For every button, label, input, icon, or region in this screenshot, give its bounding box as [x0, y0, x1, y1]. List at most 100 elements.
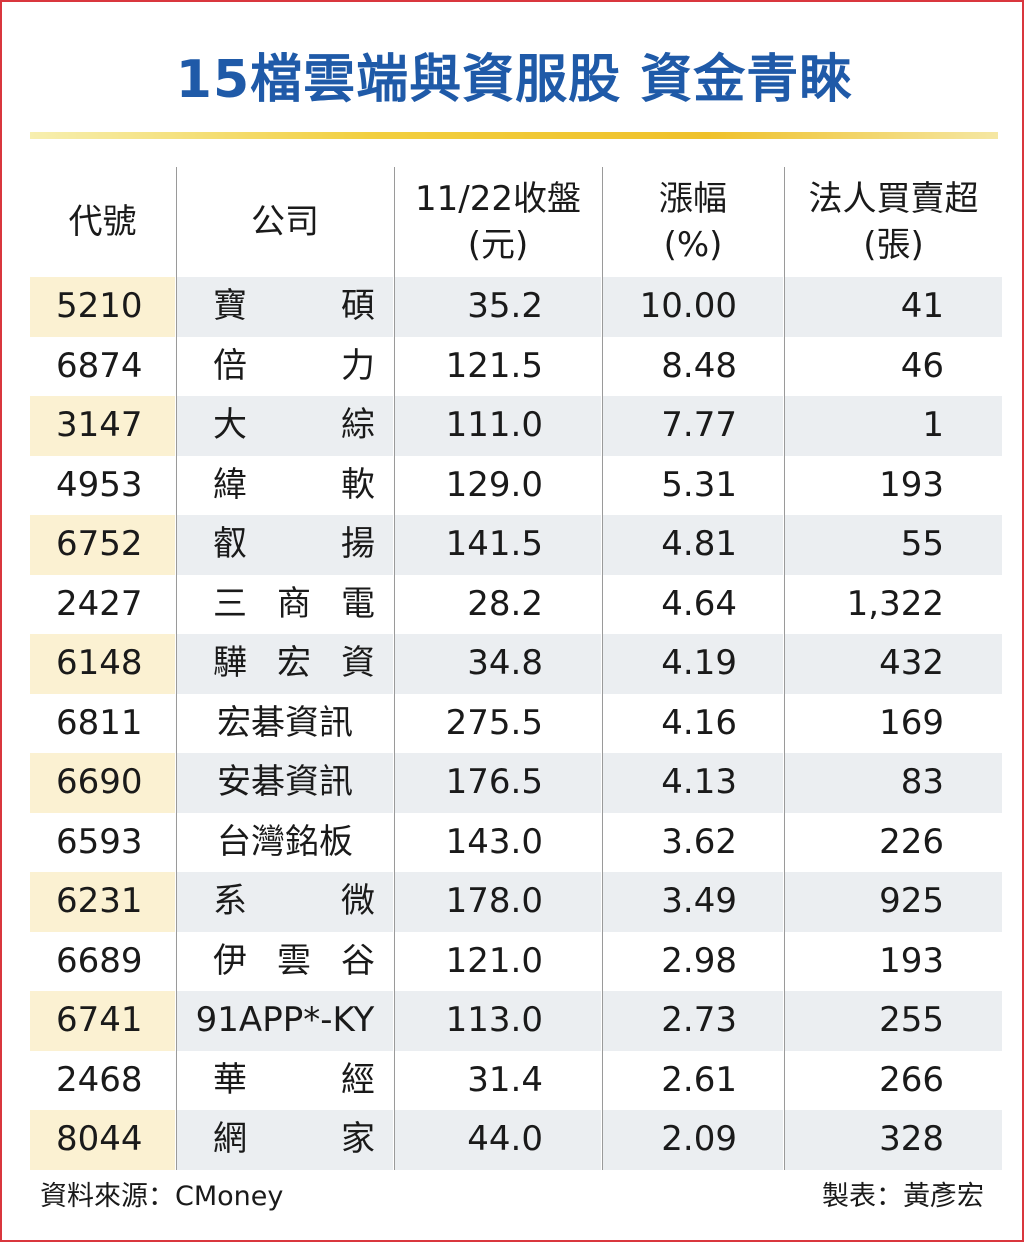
- company-name: 91APP*-KY: [177, 991, 393, 1051]
- close-price: 34.8: [395, 634, 601, 694]
- company-name-char: 大: [213, 405, 247, 445]
- page-title: 15檔雲端與資服股 資金青睞: [175, 50, 853, 110]
- close-price: 275.5: [445, 702, 543, 743]
- table-row: 5210 寶碩 35.2 10.00 41: [30, 277, 1002, 337]
- change-percent: 2.98: [661, 940, 737, 981]
- company-name-char: 雲: [277, 940, 311, 981]
- column-divider: [602, 167, 603, 1170]
- company-name-char: 91APP*-KY: [195, 1000, 375, 1040]
- close-price: 44.0: [395, 1110, 601, 1170]
- table-row: 2468 華經 31.4 2.61 266: [30, 1051, 1002, 1111]
- header-company: 公司: [177, 167, 393, 277]
- table-row: 6593 台灣銘板 143.0 3.62 226: [30, 813, 1002, 873]
- table-row: 6148 驊宏資 34.8 4.19 432: [30, 634, 1002, 694]
- close-price: 113.0: [395, 991, 601, 1051]
- company-name: 倍力: [177, 337, 393, 397]
- company-name-char: 商: [277, 583, 311, 624]
- header-institutional-unit: (張): [863, 225, 924, 265]
- company-name-char: 三: [213, 583, 247, 624]
- company-name: 緯軟: [177, 456, 393, 516]
- company-name-char: 驊: [213, 643, 247, 683]
- institutional-net: 193: [879, 464, 944, 505]
- company-name-char: 緯: [213, 464, 247, 505]
- stock-code: 3147: [30, 396, 175, 456]
- table-row: 3147 大綜 111.0 7.77 1: [30, 396, 1002, 456]
- institutional-net: 41: [785, 277, 1002, 337]
- header-code: 代號: [30, 167, 175, 277]
- institutional-net: 1: [785, 396, 1002, 456]
- company-name: 驊宏資: [177, 634, 393, 694]
- column-divider: [176, 167, 177, 1170]
- institutional-net: 55: [785, 515, 1002, 575]
- company-name-char: 叡: [213, 524, 247, 564]
- stock-code: 6231: [30, 872, 175, 932]
- stock-code: 4953: [56, 464, 143, 505]
- header-close: 11/22收盤 (元): [395, 167, 601, 277]
- company-name: 宏碁資訊: [177, 694, 393, 754]
- stock-code: 6593: [56, 821, 143, 862]
- stock-code: 6811: [56, 702, 143, 743]
- company-name-char: 微: [341, 881, 375, 921]
- header-close-unit: (元): [467, 225, 529, 265]
- company-name-char: 經: [341, 1059, 375, 1100]
- close-price: 35.2: [395, 277, 601, 337]
- company-name: 台灣銘板: [177, 813, 393, 873]
- close-price: 178.0: [395, 872, 601, 932]
- change-percent: 4.64: [661, 583, 737, 624]
- company-name-char: 揚: [341, 524, 375, 564]
- company-name-char: 家: [341, 1119, 375, 1159]
- company-name-char: 電: [341, 583, 375, 624]
- company-name-char: 資: [341, 643, 375, 683]
- company-name: 華經: [177, 1051, 393, 1111]
- table-row: 6874 倍力 121.5 8.48 46: [30, 337, 1002, 397]
- stock-code: 6874: [56, 345, 143, 386]
- company-name-char: 碩: [341, 286, 375, 326]
- company-name: 安碁資訊: [177, 753, 393, 813]
- company-name-char: 華: [213, 1059, 247, 1100]
- header-change-unit: (%): [663, 225, 723, 265]
- change-percent: 4.19: [603, 634, 783, 694]
- change-percent: 4.81: [603, 515, 783, 575]
- change-percent: 3.62: [661, 821, 737, 862]
- institutional-net: 1,322: [846, 583, 944, 624]
- close-price: 129.0: [445, 464, 543, 505]
- table-row: 6231 系微 178.0 3.49 925: [30, 872, 1002, 932]
- header-change: 漲幅 (%): [603, 167, 783, 277]
- change-percent: 2.73: [603, 991, 783, 1051]
- change-percent: 2.09: [603, 1110, 783, 1170]
- institutional-net: 432: [785, 634, 1002, 694]
- title-divider: [30, 132, 998, 139]
- data-source: 資料來源：CMoney: [40, 1181, 284, 1212]
- header-change-label: 漲幅: [659, 179, 727, 219]
- header-institutional: 法人買賣超 (張): [785, 167, 1002, 277]
- stock-code: 2427: [56, 583, 143, 624]
- close-price: 143.0: [445, 821, 543, 862]
- company-name: 寶碩: [177, 277, 393, 337]
- change-percent: 4.13: [603, 753, 783, 813]
- institutional-net: 925: [785, 872, 1002, 932]
- institutional-net: 169: [879, 702, 944, 743]
- company-name-char: 宏碁資訊: [217, 702, 353, 743]
- company-name: 系微: [177, 872, 393, 932]
- institutional-net: 255: [785, 991, 1002, 1051]
- chart-maker: 製表：黃彥宏: [822, 1181, 984, 1212]
- stock-code: 2468: [56, 1059, 143, 1100]
- institutional-net: 83: [785, 753, 1002, 813]
- header-close-label: 11/22收盤: [415, 179, 581, 219]
- table-row: 6741 91APP*-KY 113.0 2.73 255: [30, 991, 1002, 1051]
- company-name-char: 軟: [341, 464, 375, 505]
- table-row: 6689 伊雲谷 121.0 2.98 193: [30, 932, 1002, 992]
- table-row: 2427 三商電 28.2 4.64 1,322: [30, 575, 1002, 635]
- stock-code: 6752: [30, 515, 175, 575]
- stock-table: 代號 公司 11/22收盤 (元) 漲幅 (%) 法人買賣超 (張) 5210 寶…: [30, 167, 1002, 1170]
- company-name-char: 力: [341, 345, 375, 386]
- table-row: 6752 叡揚 141.5 4.81 55: [30, 515, 1002, 575]
- institutional-net: 193: [879, 940, 944, 981]
- close-price: 121.0: [445, 940, 543, 981]
- institutional-net: 266: [879, 1059, 944, 1100]
- company-name: 網家: [177, 1110, 393, 1170]
- header-code-label: 代號: [68, 202, 137, 242]
- stock-code: 8044: [30, 1110, 175, 1170]
- close-price: 121.5: [445, 345, 543, 386]
- institutional-net: 46: [900, 345, 944, 386]
